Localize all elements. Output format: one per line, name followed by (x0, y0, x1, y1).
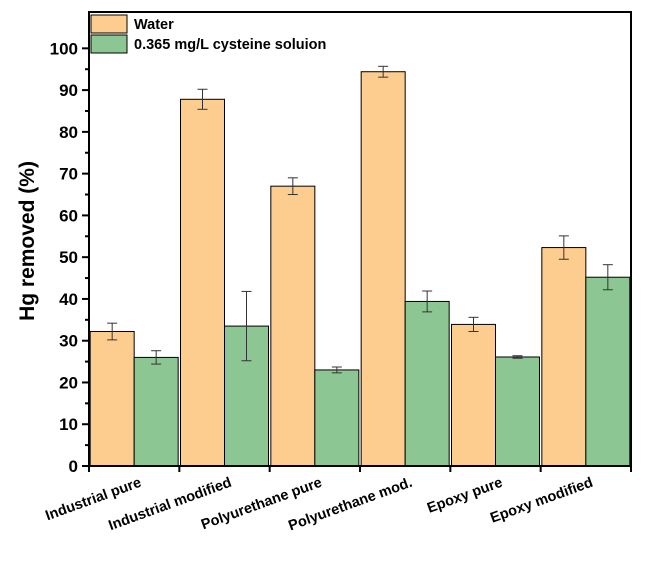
y-tick-label: 0 (69, 457, 78, 476)
y-tick-label: 20 (59, 373, 78, 392)
legend: Water 0.365 mg/L cysteine soluion (90, 14, 326, 54)
bar-cysteine (404, 300, 450, 467)
legend-swatch (90, 14, 128, 34)
bar-cysteine (585, 276, 631, 467)
y-tick-label: 80 (59, 123, 78, 142)
x-category-label: Epoxy modified (488, 475, 595, 527)
bar-cysteine (224, 325, 269, 467)
bar-water (89, 331, 135, 467)
y-tick-label: 70 (59, 165, 78, 184)
y-tick-label: 60 (59, 206, 78, 225)
bar-cysteine (314, 369, 360, 467)
legend-label: Water (134, 17, 174, 33)
bar-water (451, 323, 496, 467)
legend-swatch (90, 34, 128, 54)
y-tick-label: 90 (59, 81, 78, 100)
bar-water (180, 98, 225, 467)
y-tick-label: 10 (59, 415, 78, 434)
y-tick-label: 40 (59, 290, 78, 309)
bar-cysteine (133, 356, 179, 467)
y-axis-title: Hg removed (%) (16, 161, 39, 321)
bar-water (541, 247, 587, 467)
legend-label: 0.365 mg/L cysteine soluion (134, 37, 326, 53)
y-tick-label: 50 (59, 248, 78, 267)
bar-water (270, 185, 316, 467)
bar-water (360, 71, 406, 467)
bar-cysteine (495, 356, 540, 467)
y-tick-label: 100 (50, 39, 78, 58)
y-tick-label: 30 (59, 332, 78, 351)
